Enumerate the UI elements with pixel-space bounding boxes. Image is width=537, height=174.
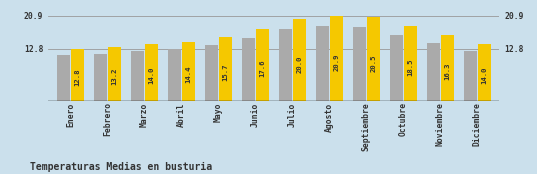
Text: 17.6: 17.6 bbox=[259, 60, 265, 77]
Bar bbox=[145, 44, 158, 101]
Text: 20.5: 20.5 bbox=[371, 55, 376, 72]
Bar bbox=[367, 17, 380, 101]
Bar bbox=[353, 27, 366, 101]
Bar bbox=[131, 51, 144, 101]
Bar bbox=[390, 35, 403, 101]
Bar bbox=[168, 49, 181, 101]
Bar bbox=[94, 54, 107, 101]
Bar bbox=[279, 29, 292, 101]
Bar bbox=[182, 42, 195, 101]
Text: 20.9: 20.9 bbox=[333, 54, 339, 71]
Text: 15.7: 15.7 bbox=[222, 63, 228, 81]
Bar bbox=[330, 16, 343, 101]
Bar bbox=[57, 55, 70, 101]
Bar bbox=[427, 42, 440, 101]
Bar bbox=[441, 35, 454, 101]
Bar bbox=[71, 49, 84, 101]
Text: 14.0: 14.0 bbox=[481, 66, 487, 84]
Text: 12.8: 12.8 bbox=[75, 69, 81, 86]
Bar bbox=[108, 47, 121, 101]
Bar bbox=[293, 19, 306, 101]
Bar bbox=[205, 45, 218, 101]
Bar bbox=[256, 29, 269, 101]
Bar bbox=[404, 26, 417, 101]
Text: Temperaturas Medias en busturia: Temperaturas Medias en busturia bbox=[30, 162, 212, 172]
Bar bbox=[242, 38, 255, 101]
Text: 20.0: 20.0 bbox=[296, 56, 302, 73]
Bar bbox=[316, 26, 329, 101]
Text: 18.5: 18.5 bbox=[407, 58, 413, 76]
Text: 14.0: 14.0 bbox=[149, 66, 155, 84]
Bar bbox=[478, 44, 491, 101]
Text: 16.3: 16.3 bbox=[444, 62, 451, 80]
Bar bbox=[219, 37, 232, 101]
Bar bbox=[464, 51, 477, 101]
Text: 13.2: 13.2 bbox=[112, 68, 118, 85]
Text: 14.4: 14.4 bbox=[185, 66, 192, 83]
